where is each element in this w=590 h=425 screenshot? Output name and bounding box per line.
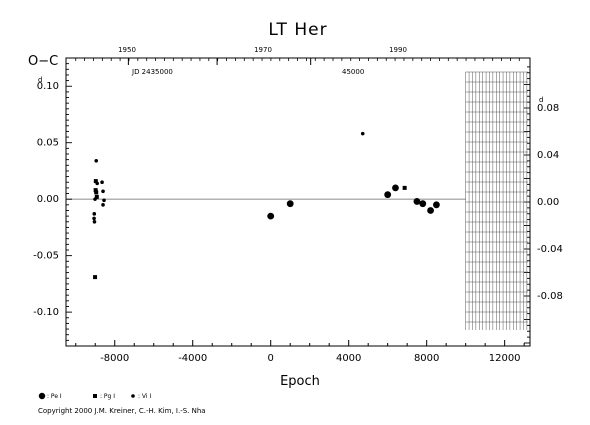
pe-point (392, 184, 399, 192)
vi-point (92, 219, 97, 224)
vi-point (94, 158, 99, 163)
year-label: 1970 (254, 46, 272, 54)
vi-point (102, 198, 106, 203)
x-tick-label: -4000 (178, 353, 207, 364)
legend: : Pe I : Pg I : Vi I (38, 392, 151, 400)
legend-label: : Pg I (100, 393, 115, 400)
x-tick-label: 0 (268, 353, 274, 364)
right-tick-label: -0.04 (537, 244, 563, 255)
pg-point (402, 185, 407, 190)
legend-marker-pe (38, 392, 46, 400)
copyright-text: Copyright 2000 J.M. Kreiner, C.-H. Kim, … (38, 407, 206, 415)
data-points (92, 131, 440, 280)
x-tick-label: 12000 (489, 353, 521, 364)
y-tick-label: -0.10 (33, 307, 59, 318)
plot-frame (65, 57, 531, 347)
y-tick-label: -0.05 (33, 251, 59, 262)
pe-point (413, 198, 421, 205)
pe-point (419, 200, 427, 208)
pg-point (93, 275, 98, 280)
right-tick-label: 0.08 (537, 103, 559, 114)
y-tick-label: 0.00 (37, 194, 59, 205)
pg-point (94, 194, 99, 199)
year-label: 1990 (389, 46, 407, 54)
vi-point (92, 216, 96, 221)
y-tick-label: 0.05 (37, 138, 59, 149)
year-label: 1950 (118, 46, 136, 54)
vi-point (92, 212, 97, 216)
pe-point (433, 201, 440, 209)
y-unit-label: d (38, 76, 42, 84)
plot-border (65, 57, 531, 347)
legend-marker-vi (131, 394, 135, 398)
right-tick-label: 0.04 (537, 150, 559, 161)
right-unit-label: d (539, 96, 543, 104)
vi-point (95, 181, 99, 186)
legend-label: : Vi I (138, 393, 151, 400)
jd-label: 45000 (342, 68, 364, 76)
legend-marker-pg (93, 394, 97, 398)
pe-point (384, 191, 392, 199)
y-axis-left: -0.10 -0.05 0.00 0.05 0.10d (33, 63, 72, 341)
pe-point (267, 212, 275, 220)
top-axis: 1950 1970 1990 JD 2435000 45000 (75, 46, 520, 76)
pg-point (93, 188, 98, 193)
vi-point (101, 203, 105, 207)
pe-point (427, 207, 434, 214)
vi-point (93, 197, 97, 201)
x-tick-label: -8000 (100, 353, 129, 364)
legend-label: : Pe I (47, 393, 62, 400)
pg-point (94, 190, 99, 195)
x-tick-label: 4000 (336, 353, 361, 364)
x-axis-label: Epoch (280, 374, 320, 389)
hatched-region (465, 71, 528, 330)
pe-point (286, 200, 294, 208)
x-tick-label: 8000 (414, 353, 439, 364)
right-tick-label: -0.08 (537, 291, 563, 302)
y-axis-label: O−C (28, 54, 58, 69)
right-tick-label: 0.00 (537, 197, 559, 208)
vi-point (360, 131, 365, 136)
x-axis: -8000 -4000 0 4000 8000 12000 (75, 340, 525, 364)
chart-title: LT Her (268, 20, 327, 40)
vi-point (100, 180, 104, 185)
y-tick-label: 0.10 (37, 81, 59, 92)
pg-point (93, 179, 98, 184)
jd-label: JD 2435000 (131, 68, 173, 76)
vi-point (101, 189, 105, 194)
